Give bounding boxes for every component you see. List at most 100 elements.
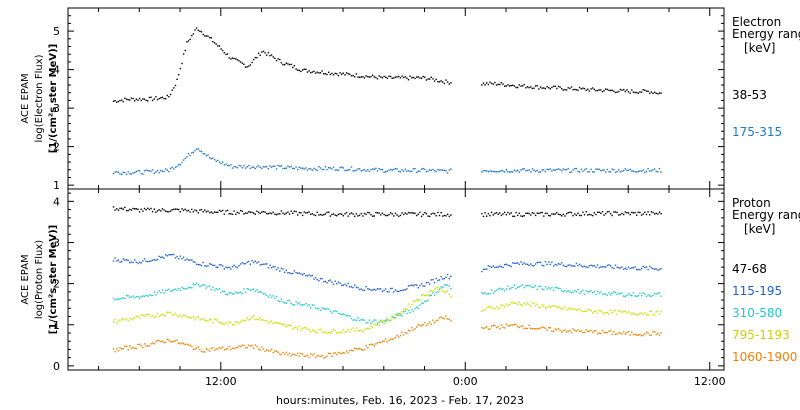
data-point [626,169,628,171]
data-point [606,168,609,171]
data-point [270,54,273,56]
data-point [508,265,511,267]
data-point [143,170,146,172]
data-point [142,346,144,349]
data-point [147,207,149,209]
data-point [526,86,529,88]
data-point [135,295,137,298]
data-point [396,334,398,337]
data-point [373,168,375,170]
data-point [140,345,142,347]
data-point [197,212,199,214]
data-point [169,210,172,212]
data-point [329,279,331,281]
data-point [178,208,180,211]
data-point [396,214,398,216]
data-point [507,325,509,327]
data-point [534,285,537,287]
data-point [391,315,393,317]
data-point [195,148,198,150]
data-point [261,291,263,294]
data-point [642,313,644,316]
data-point [350,166,353,168]
data-point [559,86,561,88]
data-point [122,348,124,350]
data-point [440,287,442,290]
data-point [125,259,128,261]
data-point [618,214,620,216]
data-point [513,215,516,217]
data-point [300,304,302,306]
data-point [486,82,488,84]
data-point [233,165,235,168]
data-point [657,213,659,215]
data-point [119,320,121,322]
data-point [631,313,633,316]
data-point [314,214,317,217]
data-point [150,207,152,210]
data-point [536,85,538,87]
data-point [533,286,535,288]
data-point [365,75,367,77]
data-point [220,347,222,350]
data-point [270,348,273,350]
data-point [621,89,623,91]
data-point [443,82,446,85]
data-point [619,310,622,313]
data-point [298,272,300,274]
data-point [233,264,235,267]
data-point [588,290,591,293]
data-point [235,166,237,168]
data-point [494,266,496,269]
y-tick-label: 1 [53,319,60,332]
data-point [442,317,444,319]
data-point [549,327,551,329]
data-point [446,273,449,276]
data-point [226,294,229,296]
data-point [184,288,186,290]
data-point [236,59,239,61]
data-point [556,306,558,308]
data-point [613,90,615,92]
data-point [272,295,274,297]
data-point [583,169,586,171]
data-point [437,211,439,214]
data-point [225,210,227,212]
data-point [318,355,320,357]
data-point [500,324,503,326]
data-point [544,327,547,329]
data-point [438,214,441,217]
data-point [205,155,208,157]
data-point [138,170,141,172]
data-point [328,332,330,334]
data-point [495,305,498,308]
data-point [639,333,641,336]
data-point [137,99,139,101]
data-point [189,317,191,319]
data-point [508,85,511,87]
data-point [438,279,441,281]
data-point [657,310,659,312]
data-point [412,329,415,331]
data-point [199,209,201,211]
data-point [614,211,617,213]
data-point [490,266,493,269]
data-point [432,212,434,214]
data-point [446,172,449,174]
data-point [202,153,204,155]
data-point [326,211,328,214]
data-point [520,85,522,87]
data-point [652,267,654,270]
data-point [339,331,341,333]
data-point [512,84,514,86]
data-point [513,85,516,87]
data-point [507,84,509,86]
data-point [215,319,217,321]
data-point [640,214,643,216]
data-point [310,331,312,333]
data-point [422,75,424,78]
data-point [148,345,151,347]
data-point [345,350,348,352]
data-point [632,312,635,314]
data-point [520,215,522,217]
